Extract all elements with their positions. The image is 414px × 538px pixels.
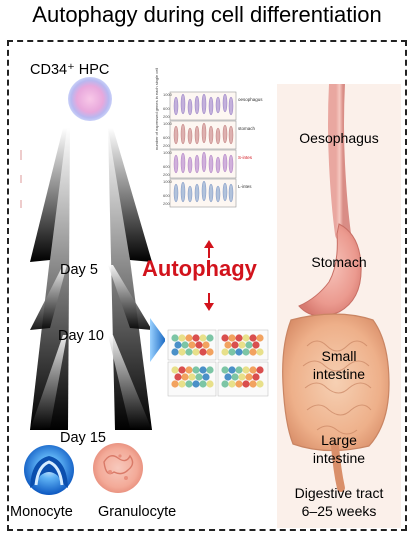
- wedge-right: [108, 128, 152, 430]
- figure-title: Autophagy during cell differentiation: [32, 2, 382, 27]
- hex-map-panel: [165, 322, 272, 402]
- monocyte-icon: [24, 445, 74, 495]
- violin-row-label-3: L-intes: [238, 184, 252, 189]
- svg-text:600: 600: [163, 164, 170, 169]
- wedge-left: [30, 128, 70, 430]
- large-intestine-shape: [282, 313, 390, 452]
- svg-text:200: 200: [163, 143, 170, 148]
- organ-label-large: Large: [321, 432, 357, 448]
- blue-arrow-icon: [150, 318, 166, 362]
- granulocyte-label: Granulocyte: [98, 504, 177, 520]
- svg-text:600: 600: [163, 106, 170, 111]
- organ-label-large-intestine: intestine: [312, 450, 366, 466]
- svg-text:1000: 1000: [163, 179, 173, 184]
- svg-text:200: 200: [163, 201, 170, 206]
- svg-text:1000: 1000: [163, 121, 173, 126]
- svg-text:200: 200: [163, 172, 170, 177]
- organ-label-small: Small: [321, 348, 357, 364]
- svg-text:number of expressed genes in e: number of expressed genes in each single…: [154, 68, 159, 150]
- violin-row-label-0: oesophagus: [238, 97, 263, 102]
- day-label-10: Day 10: [58, 328, 104, 344]
- digestive-caption-line2: 6–25 weeks: [301, 503, 377, 519]
- violin-plot-panel: number of expressed genes in each single…: [154, 68, 265, 214]
- dashed-frame: [7, 40, 407, 531]
- arrow-down-icon: [204, 293, 214, 311]
- violin-row-label-1: stomach: [238, 126, 256, 131]
- organ-label-stomach: Stomach: [311, 254, 367, 270]
- hpc-label: CD34⁺ HPC: [30, 62, 110, 78]
- svg-text:1000: 1000: [163, 150, 173, 155]
- day-label-15: Day 15: [60, 430, 106, 446]
- svg-text:200: 200: [163, 114, 170, 119]
- svg-text:1000: 1000: [163, 92, 173, 97]
- svg-text:600: 600: [163, 135, 170, 140]
- oesophagus-shape: [328, 84, 351, 242]
- autophagy-label: Autophagy: [142, 256, 257, 281]
- svg-text:600: 600: [163, 193, 170, 198]
- violin-row-label-2: S-intes: [238, 155, 253, 160]
- day-label-5: Day 5: [60, 262, 98, 278]
- rectum-shape: [331, 442, 345, 492]
- small-intestine-coils: [302, 340, 372, 435]
- monocyte-label: Monocyte: [10, 504, 73, 520]
- arrow-up-icon: [204, 240, 214, 258]
- granulocyte-icon: [93, 443, 143, 493]
- hpc-cell-icon: [68, 77, 112, 121]
- organ-label-small-intestine: intestine: [312, 366, 366, 382]
- organ-label-oesophagus: Oesophagus: [299, 130, 379, 146]
- digestive-tract-illustration: [282, 84, 390, 492]
- digestive-caption-line1: Digestive tract: [294, 485, 384, 501]
